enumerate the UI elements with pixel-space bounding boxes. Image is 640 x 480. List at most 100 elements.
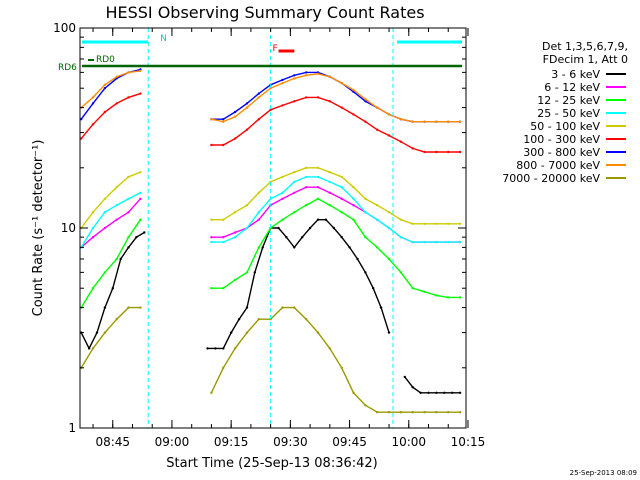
radiation-flag-label-2: RD0 [96,55,115,65]
data-point-2-17 [281,218,284,221]
data-point-8-13 [233,347,237,350]
data-point-0-3 [103,306,107,309]
data-point-7-4 [127,71,130,74]
data-point-1-19 [305,186,308,189]
data-point-1-12 [222,236,225,239]
data-point-0-48 [458,391,462,394]
legend-label-7: 800 - 7000 keV [516,159,600,172]
data-point-0-36 [364,271,367,274]
data-point-1-11 [210,236,213,239]
data-point-6-18 [293,74,296,77]
data-point-0-25 [277,226,280,230]
data-point-8-2 [103,331,107,334]
data-point-2-25 [376,246,379,249]
data-point-3-4 [127,197,130,200]
legend: Det 1,3,5,6,7,9,FDecim 1, Att 0 3 - 6 keV… [502,40,628,185]
data-point-4-5 [139,171,142,174]
data-point-0-21 [245,306,249,309]
data-point-4-17 [281,175,284,179]
data-point-1-20 [316,186,320,189]
data-point-3-24 [364,211,367,214]
data-point-4-18 [293,171,296,174]
data-point-3-5 [139,191,142,194]
data-point-0-42 [411,386,414,389]
data-point-6-13 [233,110,237,114]
data-point-6-12 [222,118,225,121]
data-point-4-21 [328,171,331,174]
data-point-2-19 [305,204,308,207]
data-point-0-19 [230,331,233,334]
data-point-0-18 [222,347,225,350]
data-point-7-19 [305,74,308,77]
data-point-4-19 [305,166,308,169]
data-point-5-3 [115,102,118,105]
data-point-5-20 [316,96,320,99]
data-point-1-13 [233,231,237,234]
x-tick-label-3: 09:30 [273,435,308,449]
data-point-0-22 [253,271,256,274]
data-point-7-12 [222,120,225,123]
data-point-4-14 [245,204,249,207]
data-point-0-17 [214,347,217,350]
data-point-0-37 [372,287,375,290]
data-point-2-29 [423,290,426,293]
data-point-3-13 [233,236,237,239]
data-point-2-1 [91,287,95,290]
data-point-5-17 [281,104,284,107]
data-point-3-21 [328,180,331,184]
data-point-2-28 [411,287,414,290]
data-point-0-33 [340,236,343,239]
data-point-3-23 [352,197,355,200]
legend-label-5: 100 - 300 keV [523,133,600,146]
data-point-4-20 [316,166,320,169]
data-point-8-14 [245,331,249,334]
data-point-4-26 [387,211,391,214]
data-point-8-22 [340,366,343,369]
data-point-4-16 [269,180,272,184]
data-point-8-24 [364,404,367,407]
data-point-7-23 [352,88,355,92]
data-point-7-1 [91,96,95,99]
data-point-2-24 [364,236,367,239]
data-point-7-20 [316,72,320,76]
data-point-1-21 [328,191,331,194]
data-point-0-5 [119,257,122,261]
data-point-5-14 [245,128,249,131]
data-point-8-12 [222,366,225,369]
data-point-4-22 [340,175,343,179]
data-point-4-32 [458,222,462,225]
data-point-5-15 [257,118,260,121]
data-point-7-29 [423,120,426,123]
data-point-5-12 [222,143,225,147]
data-point-7-18 [293,77,296,80]
data-point-7-32 [458,120,462,123]
data-point-3-17 [281,191,284,194]
data-point-4-13 [233,211,237,214]
data-point-0-28 [301,236,304,239]
x-axis-label: Start Time (25-Sep-13 08:36:42) [166,456,377,471]
data-point-5-1 [91,123,95,126]
data-point-3-2 [103,211,107,214]
data-point-0-39 [387,331,391,334]
data-point-8-25 [376,411,379,414]
data-point-0-46 [443,391,446,394]
data-point-6-1 [91,102,95,105]
data-point-8-16 [269,318,272,321]
data-point-0-29 [308,226,312,230]
data-point-7-31 [447,120,450,123]
data-point-0-35 [356,257,359,261]
data-point-5-13 [233,137,237,140]
data-point-1-2 [103,226,107,230]
data-point-8-3 [115,318,118,321]
legend-header-1: FDecim 1, Att 0 [543,53,628,66]
data-point-0-4 [111,287,115,290]
data-point-5-27 [399,140,403,143]
series-line-8 [80,306,461,413]
data-point-2-13 [233,278,237,282]
legend-label-2: 12 - 25 keV [537,94,600,107]
y-axis-label: Count Rate (s⁻¹ detector⁻¹) [31,140,46,317]
data-point-2-22 [340,211,343,214]
data-point-2-21 [328,204,331,207]
data-point-2-5 [139,218,142,221]
